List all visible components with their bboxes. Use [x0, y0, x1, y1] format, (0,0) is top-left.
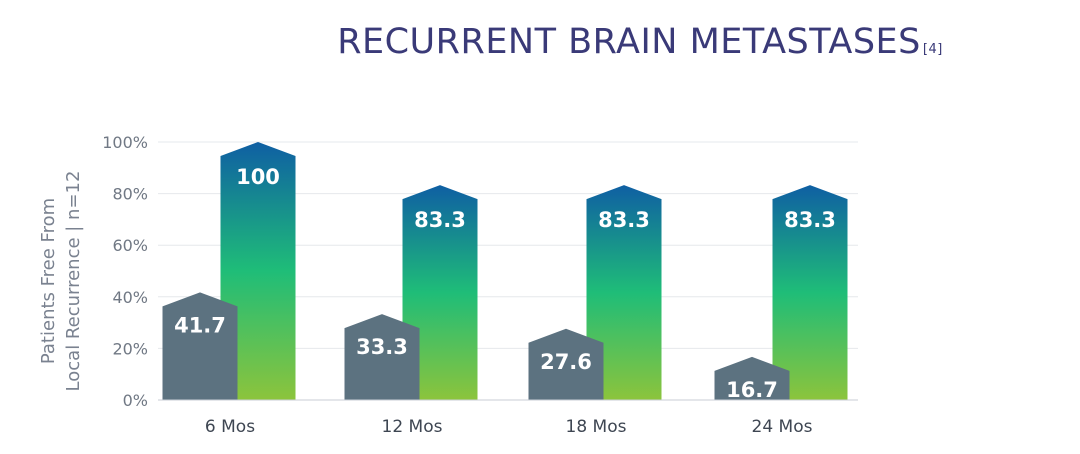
bar-series2 — [772, 185, 848, 400]
bar-series1 — [714, 356, 790, 400]
bar-series2 — [402, 185, 478, 400]
bar-series2 — [220, 142, 296, 400]
bar-series2 — [586, 185, 662, 400]
y-axis-ticks: 0% 20% 40% 60% 80% 100% — [102, 133, 148, 410]
data-label-series1: 33.3 — [356, 335, 408, 359]
y-tick-label: 0% — [123, 391, 148, 410]
data-label-series2: 83.3 — [414, 208, 466, 232]
y-tick-label: 40% — [112, 288, 148, 307]
y-axis-title: Patients Free From Local Recurrence | n=… — [38, 171, 84, 392]
x-axis-ticks: 6 Mos 12 Mos 18 Mos 24 Mos — [205, 417, 813, 437]
data-label-series1: 27.6 — [540, 350, 592, 374]
data-label-series1: 41.7 — [174, 313, 226, 337]
x-tick-label: 18 Mos — [566, 417, 627, 437]
chart-title-reference: [4] — [922, 42, 943, 57]
bar-series1 — [162, 292, 238, 400]
data-label-series2: 100 — [236, 165, 280, 189]
y-axis-title-line2: Local Recurrence | n=12 — [63, 171, 84, 392]
bars: 100 41.7 83.3 33.3 83.3 27.6 83.3 16.7 — [162, 142, 848, 402]
data-label-series2: 83.3 — [598, 208, 650, 232]
bar-series1 — [528, 328, 604, 400]
y-tick-label: 20% — [112, 339, 148, 358]
data-label-series2: 83.3 — [784, 208, 836, 232]
y-tick-label: 100% — [102, 133, 148, 152]
y-axis-title-line1: Patients Free From — [38, 198, 59, 364]
chart-title: RECURRENT BRAIN METASTASES [4] — [0, 22, 1080, 62]
bar-series1 — [344, 314, 420, 400]
y-tick-label: 60% — [112, 236, 148, 255]
y-tick-label: 80% — [112, 185, 148, 204]
x-tick-label: 6 Mos — [205, 417, 255, 437]
x-tick-label: 12 Mos — [382, 417, 443, 437]
x-tick-label: 24 Mos — [752, 417, 813, 437]
chart-title-text: RECURRENT BRAIN METASTASES — [337, 22, 921, 62]
data-label-series1: 16.7 — [726, 378, 778, 402]
